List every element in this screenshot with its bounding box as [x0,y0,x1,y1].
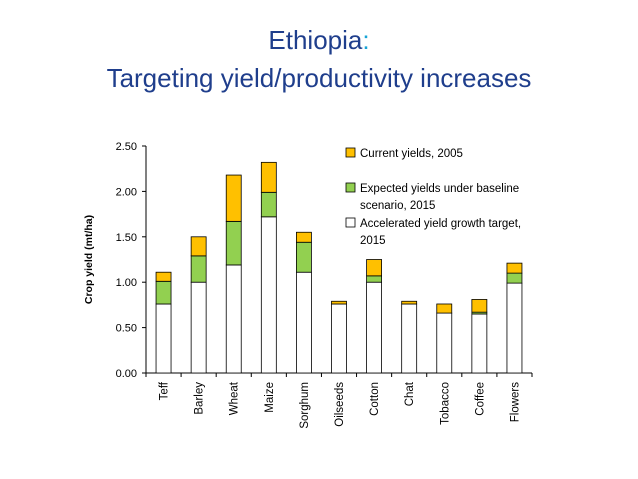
bar-segment [155,280,172,305]
x-category-label: Barley [194,382,206,415]
x-category-label: Coffee [474,382,486,416]
slide-title-line1: Ethiopia: [0,24,638,56]
bar-segment [296,231,312,243]
bar-segment [331,300,347,305]
x-category-label: Maize [264,382,276,413]
x-category-label: Cotton [369,382,381,416]
bar-segment [331,303,347,374]
bar-segment [436,303,453,314]
legend-label: Current yields, 2005 [360,148,463,160]
bar-segment [190,255,207,283]
x-category-label: Flowers [509,382,521,423]
y-tick-label: 2.50 [116,141,137,153]
title-colon: : [362,25,370,55]
legend-swatch [345,182,356,193]
bar-segment [471,313,488,374]
y-tick-label: 1.50 [116,232,137,244]
legend-label: 2015 [360,235,386,247]
bar-segment [155,303,172,374]
y-tick-label: 2.00 [116,186,137,198]
x-category-label: Teff [159,381,171,400]
bar-segment [225,220,242,266]
bar-segment [260,216,277,374]
legend-label: Expected yields under baseline [360,183,519,195]
y-tick-label: 1.00 [116,277,137,289]
bar-segment [155,271,172,282]
bar-segment [260,191,277,218]
x-category-label: Wheat [229,381,241,415]
legend-label: Accelerated yield growth target, [360,218,521,230]
bar-segment [506,282,523,374]
y-tick-label: 0.50 [116,323,137,335]
legend-swatch [345,147,356,158]
bar-segment [190,281,207,374]
bar-segment [190,236,207,257]
bar-segment [225,264,242,374]
bar-segment [506,262,523,274]
bar-segment [366,275,382,283]
bar-segment [436,312,453,374]
legend-label: scenario, 2015 [360,200,435,212]
title-country: Ethiopia [268,25,363,55]
bar-segment [471,299,488,313]
x-category-label: Oilseeds [334,382,346,427]
x-category-label: Sorghum [299,382,311,429]
legend-swatch [345,217,356,228]
bar-segment [296,241,312,273]
bar-segment [366,281,382,374]
bar-segment [401,300,418,305]
bar-segment [401,303,418,374]
bar-segment [506,272,523,284]
bar-segment [366,259,382,277]
y-tick-label: 0.00 [116,368,137,380]
bar-segment [296,271,312,374]
bar-segment [225,174,242,222]
x-category-label: Chat [404,381,416,406]
x-category-label: Tobacco [439,382,451,425]
slide-title-line2: Targeting yield/productivity increases [106,63,532,93]
bar-segment [260,161,277,193]
y-axis-label: Crop yield (mt/ha) [83,215,95,304]
